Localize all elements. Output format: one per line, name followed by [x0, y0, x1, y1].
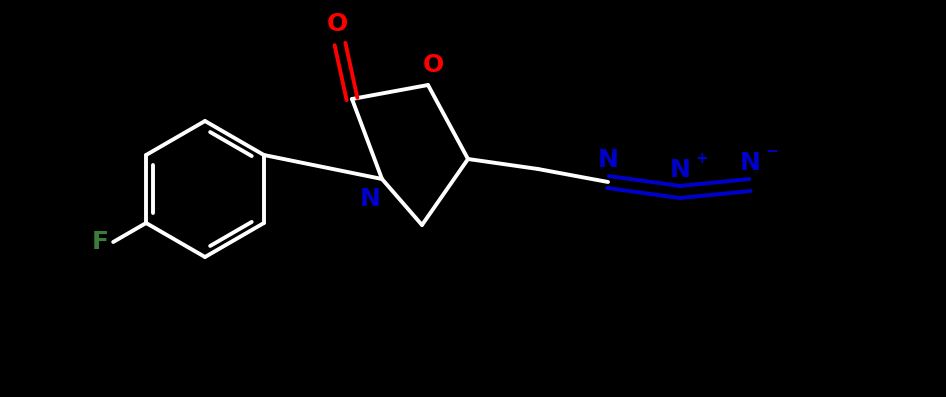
Text: −: − [765, 143, 779, 158]
Text: F: F [92, 230, 109, 254]
Text: N: N [740, 151, 761, 175]
Text: +: + [695, 150, 709, 166]
Text: N: N [359, 187, 380, 211]
Text: O: O [422, 53, 444, 77]
Text: N: N [598, 148, 619, 172]
Text: N: N [670, 158, 691, 182]
Text: O: O [326, 12, 347, 36]
